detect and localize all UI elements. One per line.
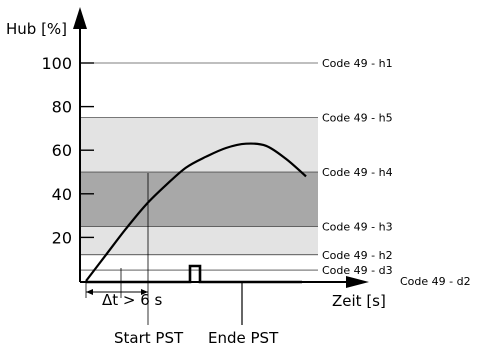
y-tick-label: 80 <box>52 98 72 117</box>
x-axis-arrow <box>346 276 369 288</box>
delta-t-arrow-left <box>86 289 93 295</box>
level-label: Code 49 - h1 <box>322 57 393 70</box>
y-ticks: 20 40 60 80 100 <box>41 54 94 247</box>
y-tick-label: 20 <box>52 228 72 247</box>
end-pst-label: Ende PST <box>208 329 279 347</box>
y-tick-label: 60 <box>52 141 72 160</box>
start-pst-label: Start PST <box>114 329 184 347</box>
level-lines: Code 49 - h1 Code 49 - h5 Code 49 - h4 Code… <box>80 57 471 288</box>
level-label: Code 49 - h5 <box>322 112 393 125</box>
delta-t-label: Δt > 6 s <box>102 291 163 309</box>
y-tick-label: 40 <box>52 185 72 204</box>
signal-line <box>86 264 302 284</box>
level-label: Code 49 - d3 <box>322 264 393 277</box>
level-label: Code 49 - d2 <box>400 275 471 288</box>
y-axis-label: Hub [%] <box>6 20 67 38</box>
x-axis-label: Zeit [s] <box>332 292 386 310</box>
level-label: Code 49 - h2 <box>322 249 393 262</box>
level-label: Code 49 - h4 <box>322 166 393 179</box>
timing-marks <box>85 264 302 298</box>
tolerance-bands <box>80 117 318 255</box>
level-label: Code 49 - h3 <box>322 221 393 234</box>
stroke-curve-line <box>85 142 307 282</box>
delta-t-arrow-right <box>141 289 148 295</box>
stroke-curve <box>85 142 307 282</box>
y-axis-arrow <box>73 7 87 29</box>
band-dark <box>80 172 318 227</box>
y-tick-label: 100 <box>41 54 72 73</box>
